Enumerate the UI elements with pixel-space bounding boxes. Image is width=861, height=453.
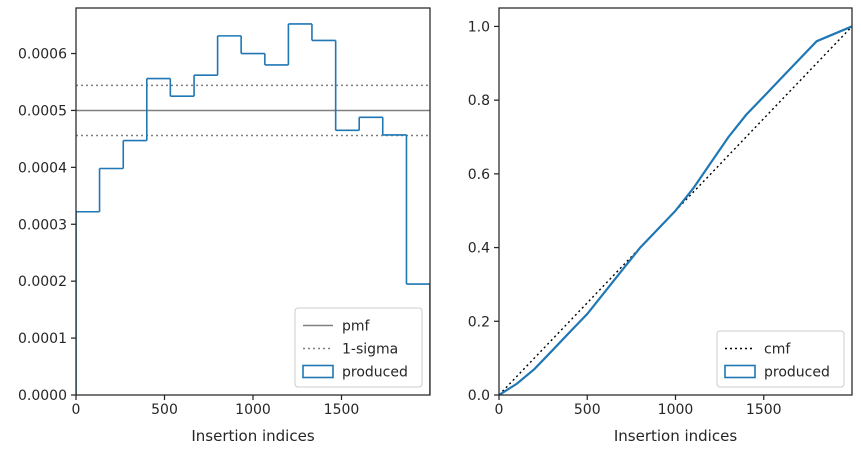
plot-area [499, 25, 852, 395]
legend: pmf 1-sigma produced [294, 307, 423, 388]
y-tick-label: 0.0 [468, 388, 490, 404]
legend-label-cmf: cmf [764, 342, 791, 358]
x-tick-label: 500 [151, 402, 178, 418]
y-tick-label: 0.2 [468, 314, 490, 330]
x-axis-label: Insertion indices [191, 427, 314, 445]
y-tick-label: 0.0002 [18, 274, 67, 290]
series-produced [499, 25, 852, 395]
y-tick-label: 0.4 [468, 241, 490, 257]
x-tick-label: 1500 [746, 402, 782, 418]
legend: cmf produced [716, 330, 845, 388]
y-tick-label: 0.6 [468, 167, 490, 183]
y-tick-label: 0.0001 [18, 331, 67, 347]
x-axis-label: Insertion indices [614, 427, 737, 445]
x-tick-label: 1500 [324, 402, 360, 418]
chart-panel-1: 0 500 1000 1500 0.0000 0.0001 0.0002 0.0003 0.00… [18, 7, 431, 445]
legend-label-1-sigma: 1-sigma [342, 342, 398, 358]
legend-frame [294, 307, 423, 388]
legend-frame [716, 330, 845, 388]
legend-label-produced: produced [342, 365, 408, 381]
x-tick-label: 0 [495, 402, 504, 418]
x-tick-label: 1000 [235, 402, 271, 418]
legend-label-produced: produced [764, 365, 830, 381]
y-tick-label: 0.0000 [18, 388, 67, 404]
y-tick-label: 0.0005 [18, 103, 67, 119]
legend-swatch-produced [302, 364, 334, 379]
y-tick-label: 0.0006 [18, 47, 67, 63]
y-tick-label: 0.0004 [18, 160, 67, 176]
y-tick-label: 0.0003 [18, 217, 67, 233]
histogram-produced [76, 23, 430, 395]
plot-area [76, 23, 430, 395]
legend-label-pmf: pmf [342, 319, 371, 335]
legend-swatch-produced [724, 364, 756, 379]
chart-panel-2: 0 500 1000 1500 0.0 0.2 0.4 0.6 0.8 1.0 Insertion … [468, 7, 853, 445]
x-tick-label: 1000 [658, 402, 694, 418]
y-tick-label: 1.0 [468, 19, 490, 35]
x-tick-label: 500 [574, 402, 601, 418]
y-tick-label: 0.8 [468, 93, 490, 109]
x-tick-label: 0 [72, 402, 81, 418]
